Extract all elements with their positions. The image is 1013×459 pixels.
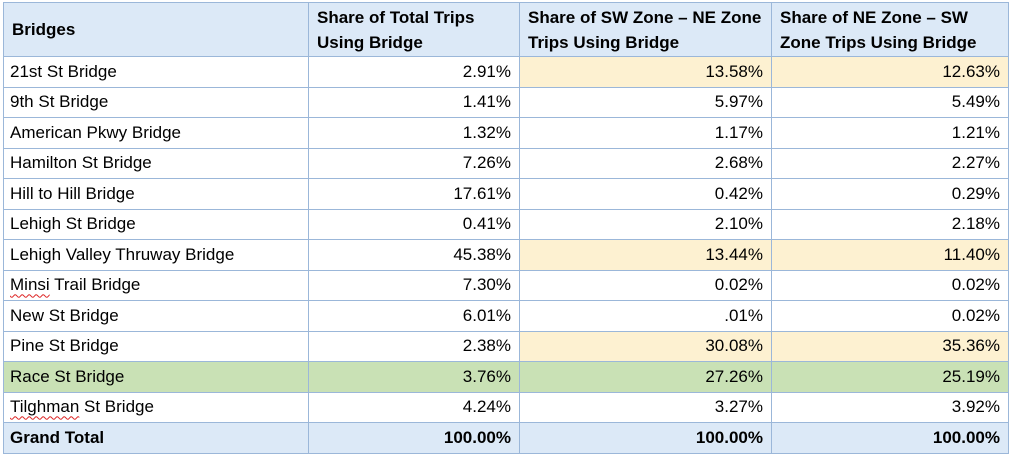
share-sw-ne-cell: 13.44% xyxy=(519,239,772,271)
table-row: New St Bridge 6.01% .01% 0.02% xyxy=(3,300,1009,332)
bridge-name-cell: American Pkwy Bridge xyxy=(3,117,309,149)
header-share-sw-ne: Share of SW Zone – NE Zone Trips Using B… xyxy=(519,2,772,57)
share-total-cell: 2.38% xyxy=(308,330,520,362)
share-sw-ne-cell: .01% xyxy=(519,300,772,332)
table-row: Pine St Bridge 2.38% 30.08% 35.36% xyxy=(3,330,1009,362)
bridge-name-cell: Hamilton St Bridge xyxy=(3,147,309,179)
share-ne-sw-cell: 5.49% xyxy=(771,86,1009,118)
bridge-name-cell: Lehigh Valley Thruway Bridge xyxy=(3,239,309,271)
share-sw-ne-cell: 5.97% xyxy=(519,86,772,118)
table-row: Minsi Trail Bridge 7.30% 0.02% 0.02% xyxy=(3,269,1009,301)
share-ne-sw-cell: 2.27% xyxy=(771,147,1009,179)
table-row: Hill to Hill Bridge 17.61% 0.42% 0.29% xyxy=(3,178,1009,210)
share-ne-sw-cell: 11.40% xyxy=(771,239,1009,271)
spellcheck-underlined-word: Minsi xyxy=(10,275,50,295)
table-row: Lehigh St Bridge 0.41% 2.10% 2.18% xyxy=(3,208,1009,240)
table-row: American Pkwy Bridge 1.32% 1.17% 1.21% xyxy=(3,117,1009,149)
bridge-name-cell: Hill to Hill Bridge xyxy=(3,178,309,210)
header-bridges: Bridges xyxy=(3,2,309,57)
table-body: 21st St Bridge 2.91% 13.58% 12.63% 9th St Br… xyxy=(3,56,1009,454)
bridge-name-cell: Minsi Trail Bridge xyxy=(3,269,309,301)
share-ne-sw-cell: 1.21% xyxy=(771,117,1009,149)
table-row: Hamilton St Bridge 7.26% 2.68% 2.27% xyxy=(3,147,1009,179)
bridge-share-table: Bridges Share of Total Trips Using Bridg… xyxy=(3,2,1009,454)
bridge-name-cell: Tilghman St Bridge xyxy=(3,391,309,423)
grand-total-row: Grand Total 100.00% 100.00% 100.00% xyxy=(3,422,1009,454)
share-ne-sw-cell: 25.19% xyxy=(771,361,1009,393)
table-row: Race St Bridge 3.76% 27.26% 25.19% xyxy=(3,361,1009,393)
share-ne-sw-cell: 0.29% xyxy=(771,178,1009,210)
bridge-name-cell: 21st St Bridge xyxy=(3,56,309,88)
share-sw-ne-cell: 3.27% xyxy=(519,391,772,423)
share-total-cell: 7.26% xyxy=(308,147,520,179)
share-sw-ne-cell: 1.17% xyxy=(519,117,772,149)
share-ne-sw-cell: 3.92% xyxy=(771,391,1009,423)
share-sw-ne-cell: 0.02% xyxy=(519,269,772,301)
share-total-cell: 6.01% xyxy=(308,300,520,332)
share-ne-sw-cell: 12.63% xyxy=(771,56,1009,88)
share-total-cell: 7.30% xyxy=(308,269,520,301)
share-total-cell: 1.32% xyxy=(308,117,520,149)
spellcheck-underlined-word: Tilghman xyxy=(10,397,80,417)
bridge-name-cell: New St Bridge xyxy=(3,300,309,332)
share-ne-sw-cell: 35.36% xyxy=(771,330,1009,362)
table-row: Tilghman St Bridge 4.24% 3.27% 3.92% xyxy=(3,391,1009,423)
bridge-name-cell: Race St Bridge xyxy=(3,361,309,393)
grand-total-share-ne-sw: 100.00% xyxy=(771,422,1009,454)
share-sw-ne-cell: 0.42% xyxy=(519,178,772,210)
header-share-total: Share of Total Trips Using Bridge xyxy=(308,2,520,57)
share-sw-ne-cell: 2.68% xyxy=(519,147,772,179)
share-sw-ne-cell: 27.26% xyxy=(519,361,772,393)
share-sw-ne-cell: 13.58% xyxy=(519,56,772,88)
share-total-cell: 45.38% xyxy=(308,239,520,271)
share-ne-sw-cell: 2.18% xyxy=(771,208,1009,240)
share-total-cell: 1.41% xyxy=(308,86,520,118)
table-row: Lehigh Valley Thruway Bridge 45.38% 13.44%… xyxy=(3,239,1009,271)
share-ne-sw-cell: 0.02% xyxy=(771,300,1009,332)
header-share-ne-sw: Share of NE Zone – SW Zone Trips Using B… xyxy=(771,2,1009,57)
grand-total-share-sw-ne: 100.00% xyxy=(519,422,772,454)
table-row: 9th St Bridge 1.41% 5.97% 5.49% xyxy=(3,86,1009,118)
bridge-name-cell: Pine St Bridge xyxy=(3,330,309,362)
share-total-cell: 3.76% xyxy=(308,361,520,393)
share-total-cell: 2.91% xyxy=(308,56,520,88)
share-sw-ne-cell: 30.08% xyxy=(519,330,772,362)
share-ne-sw-cell: 0.02% xyxy=(771,269,1009,301)
header-row: Bridges Share of Total Trips Using Bridg… xyxy=(3,2,1009,57)
share-sw-ne-cell: 2.10% xyxy=(519,208,772,240)
share-total-cell: 17.61% xyxy=(308,178,520,210)
grand-total-label: Grand Total xyxy=(3,422,309,454)
table-row: 21st St Bridge 2.91% 13.58% 12.63% xyxy=(3,56,1009,88)
bridge-name-cell: 9th St Bridge xyxy=(3,86,309,118)
share-total-cell: 4.24% xyxy=(308,391,520,423)
grand-total-share-total: 100.00% xyxy=(308,422,520,454)
share-total-cell: 0.41% xyxy=(308,208,520,240)
bridge-name-cell: Lehigh St Bridge xyxy=(3,208,309,240)
